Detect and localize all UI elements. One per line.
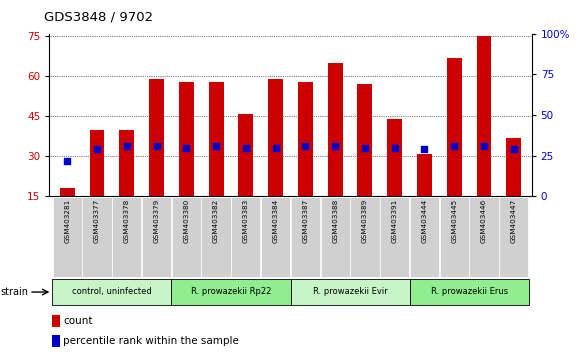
Text: GSM403446: GSM403446 [481,199,487,243]
Text: percentile rank within the sample: percentile rank within the sample [63,336,239,346]
Point [211,143,221,149]
Bar [506,138,521,196]
Bar [380,197,409,277]
Bar [261,197,290,277]
Bar [350,197,379,277]
Text: strain: strain [0,287,28,297]
Bar [209,82,224,196]
Bar [499,197,528,277]
Bar [238,114,253,196]
Text: GDS3848 / 9702: GDS3848 / 9702 [44,11,153,24]
Text: control, uninfected: control, uninfected [72,287,152,296]
Bar [290,279,410,305]
Text: R. prowazekii Erus: R. prowazekii Erus [431,287,508,296]
Bar [268,79,283,196]
Text: GSM403388: GSM403388 [332,199,338,243]
Point [92,147,102,152]
Text: GSM403378: GSM403378 [124,199,130,243]
Point [390,145,399,150]
Bar [328,63,343,196]
Point [509,147,518,152]
Point [420,147,429,152]
Text: GSM403384: GSM403384 [272,199,279,243]
Bar [476,36,492,196]
Text: GSM403379: GSM403379 [153,199,160,243]
Bar [179,82,193,196]
Text: GSM403382: GSM403382 [213,199,219,243]
Bar [410,279,529,305]
Bar [52,279,171,305]
Bar [231,197,260,277]
Bar [202,197,231,277]
Point [450,143,459,149]
Text: GSM403444: GSM403444 [421,199,428,243]
Text: GSM403391: GSM403391 [392,199,397,243]
Bar [119,130,134,196]
Bar [410,197,439,277]
Text: GSM403380: GSM403380 [184,199,189,243]
Text: GSM403445: GSM403445 [451,199,457,243]
Bar [172,197,201,277]
Bar [89,130,105,196]
Bar [60,188,75,196]
Text: count: count [63,316,93,326]
Bar [52,315,60,327]
Point [301,143,310,149]
Bar [112,197,141,277]
Bar [388,119,402,196]
Text: GSM403447: GSM403447 [511,199,517,243]
Point [241,145,250,150]
Point [182,145,191,150]
Text: GSM403383: GSM403383 [243,199,249,243]
Bar [417,154,432,196]
Point [479,143,489,149]
Bar [440,197,469,277]
Text: R. prowazekii Rp22: R. prowazekii Rp22 [191,287,271,296]
Point [271,145,280,150]
Text: GSM403377: GSM403377 [94,199,100,243]
Point [331,143,340,149]
Bar [171,279,290,305]
Point [360,145,370,150]
Bar [53,197,82,277]
Bar [357,84,372,196]
Bar [298,82,313,196]
Point [122,143,131,149]
Bar [83,197,112,277]
Text: GSM403281: GSM403281 [64,199,70,243]
Bar [321,197,350,277]
Point [63,158,72,164]
Text: GSM403387: GSM403387 [302,199,309,243]
Bar [447,58,462,196]
Text: R. prowazekii Evir: R. prowazekii Evir [313,287,388,296]
Text: GSM403389: GSM403389 [362,199,368,243]
Bar [469,197,498,277]
Bar [52,335,60,347]
Bar [291,197,320,277]
Point [152,143,161,149]
Bar [149,79,164,196]
Bar [142,197,171,277]
